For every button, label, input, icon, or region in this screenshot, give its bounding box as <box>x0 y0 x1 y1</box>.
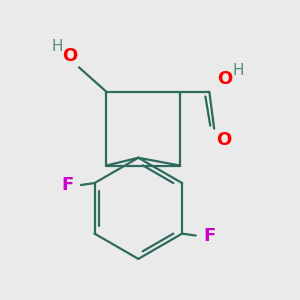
Text: F: F <box>203 226 216 244</box>
Text: O: O <box>217 70 232 88</box>
Text: O: O <box>216 130 231 148</box>
Text: H: H <box>232 63 244 78</box>
Text: H: H <box>52 39 64 54</box>
Text: F: F <box>61 176 73 194</box>
Text: O: O <box>62 47 77 65</box>
